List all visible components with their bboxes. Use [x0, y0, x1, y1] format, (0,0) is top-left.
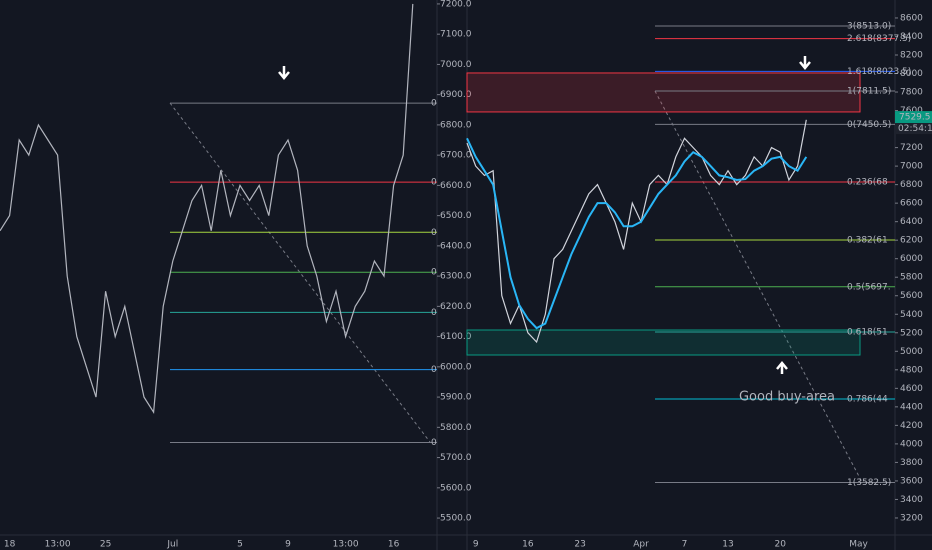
zone [466, 329, 861, 356]
y-tick-label: 5000 [900, 347, 923, 357]
x-tick-label: 9 [285, 540, 291, 550]
y-tick-label: 7200.0 [440, 0, 472, 9]
fib-label: 2.618(8377.5) [847, 34, 911, 44]
fib-label: 0 [431, 438, 437, 448]
y-tick-label: 6200 [900, 236, 923, 246]
fib-label: 0.618(51 [847, 327, 888, 337]
countdown-bg [895, 123, 932, 135]
y-tick-label: 8200 [900, 51, 923, 61]
fib-label: 0 [431, 178, 437, 188]
y-tick-label: 5200 [900, 328, 923, 338]
countdown: 02:54:16 [898, 124, 932, 134]
y-tick-label: 5800 [900, 273, 923, 283]
price-tag-label: 7529.5 [899, 113, 931, 123]
fib-label: 3(8513.0) [847, 22, 891, 32]
y-tick-label: 6600 [900, 199, 923, 209]
x-tick-label: May [849, 540, 868, 550]
fib-label: 0.786(44 [847, 394, 888, 404]
fib-label: 0.382(61 [847, 236, 888, 246]
fib-label: 1.618(8023.5) [847, 67, 911, 77]
x-tick-label: 13:00 [45, 540, 71, 550]
y-tick-label: 4800 [900, 365, 923, 375]
y-tick-label: 8000 [900, 69, 923, 79]
y-tick-label: 7800 [900, 88, 923, 98]
y-tick-label: 7200 [900, 143, 923, 153]
y-tick-label: 5700.0 [440, 453, 472, 463]
fib-label: 0 [431, 99, 437, 109]
y-tick-label: 6400.0 [440, 241, 472, 251]
trend-line [169, 102, 431, 443]
fib-label: 0 [431, 228, 437, 238]
arrow-down [799, 56, 811, 70]
x-tick-label: 16 [522, 540, 534, 550]
y-tick-label: 6100.0 [440, 332, 472, 342]
y-tick-label: 7600 [900, 106, 923, 116]
y-tick-label: 4200 [900, 421, 923, 431]
fib-label: 0(7450.5) [847, 120, 891, 130]
x-tick-label: 20 [774, 540, 786, 550]
y-tick-label: 3200 [900, 513, 923, 523]
arrow-down [278, 66, 290, 80]
fib-label: 1(7811.5) [847, 86, 891, 96]
y-tick-label: 3600 [900, 476, 923, 486]
y-tick-label: 5400 [900, 310, 923, 320]
y-tick-label: 4000 [900, 439, 923, 449]
y-tick-label: 6800 [900, 180, 923, 190]
y-tick-label: 5600.0 [440, 483, 472, 493]
y-tick-label: 7100.0 [440, 30, 472, 40]
y-tick-label: 6000 [900, 254, 923, 264]
x-tick-label: 9 [473, 540, 479, 550]
fib-label: 0 [431, 268, 437, 278]
fib-label: 0.236(68 [847, 177, 888, 187]
x-tick-label: 23 [574, 540, 585, 550]
x-tick-label: 16 [388, 540, 400, 550]
y-tick-label: 7000 [900, 162, 923, 172]
y-tick-label: 6900.0 [440, 90, 472, 100]
x-tick-label: Jul [166, 540, 178, 550]
y-tick-label: 3800 [900, 458, 923, 468]
y-tick-label: 6500.0 [440, 211, 472, 221]
fib-label: 0 [431, 365, 437, 375]
y-tick-label: 6600.0 [440, 181, 472, 191]
y-tick-label: 6400 [900, 217, 923, 227]
price-line [466, 137, 808, 330]
y-tick-label: 8600 [900, 13, 923, 23]
zone [466, 72, 861, 113]
x-tick-label: 7 [682, 540, 688, 550]
y-tick-label: 8400 [900, 32, 923, 42]
y-tick-label: 6300.0 [440, 272, 472, 282]
y-tick-label: 6700.0 [440, 151, 472, 161]
y-tick-label: 5800.0 [440, 423, 472, 433]
arrow-up [776, 361, 788, 374]
price-line [466, 119, 807, 344]
y-tick-label: 5500.0 [440, 514, 472, 524]
x-tick-label: 18 [4, 540, 16, 550]
x-tick-label: 5 [237, 540, 243, 550]
x-tick-label: 13 [722, 540, 733, 550]
x-tick-label: 25 [100, 540, 111, 550]
y-tick-label: 4600 [900, 384, 923, 394]
y-tick-label: 4400 [900, 402, 923, 412]
y-tick-label: 5600 [900, 291, 923, 301]
y-tick-label: 6000.0 [440, 362, 472, 372]
fib-label: 0 [431, 308, 437, 318]
y-tick-label: 7000.0 [440, 60, 472, 70]
y-tick-label: 6800.0 [440, 120, 472, 130]
price-line [0, 3, 414, 415]
annotation: Good buy-area [739, 390, 835, 405]
y-tick-label: 5900.0 [440, 393, 472, 403]
fib-label: 1(3582.5) [847, 478, 891, 488]
fib-label: 0.5(5697. [847, 282, 891, 292]
y-tick-label: 3400 [900, 495, 923, 505]
x-tick-label: 13:00 [333, 540, 359, 550]
y-tick-label: 6200.0 [440, 302, 472, 312]
price-tag [895, 111, 932, 124]
x-tick-label: Apr [633, 540, 649, 550]
